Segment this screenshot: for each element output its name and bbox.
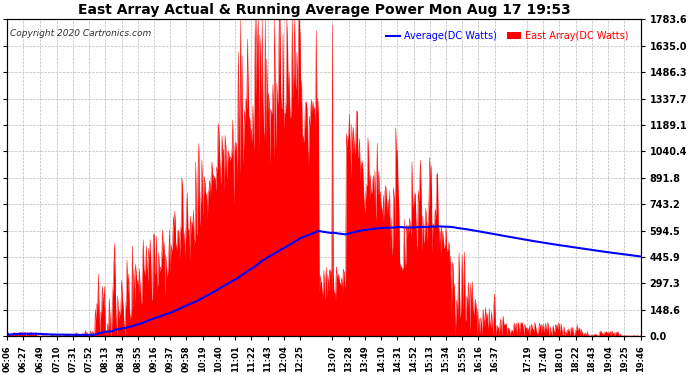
Text: Copyright 2020 Cartronics.com: Copyright 2020 Cartronics.com [10,29,152,38]
Title: East Array Actual & Running Average Power Mon Aug 17 19:53: East Array Actual & Running Average Powe… [77,3,571,17]
Legend: Average(DC Watts), East Array(DC Watts): Average(DC Watts), East Array(DC Watts) [382,27,633,45]
